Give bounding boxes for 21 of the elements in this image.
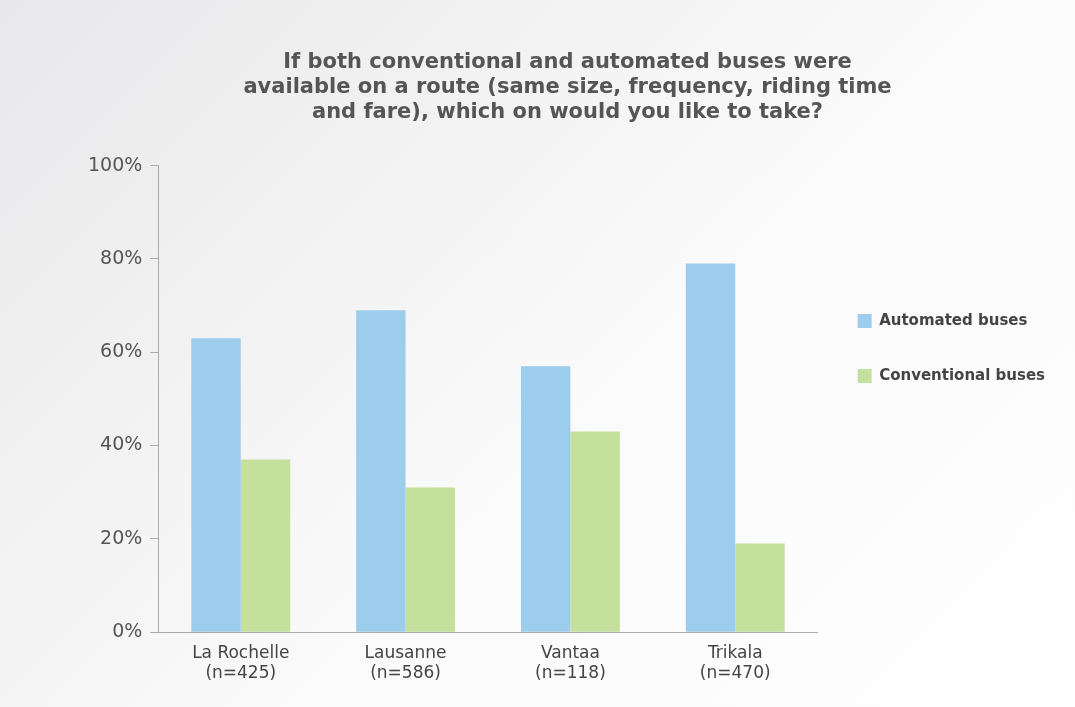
bar: [520, 366, 571, 632]
y-tick-label: 0%: [112, 619, 143, 642]
x-tick-label: La Rochelle (n=425): [192, 641, 290, 683]
x-tick-label: Trikala (n=470): [699, 641, 771, 683]
bar: [685, 263, 736, 632]
legend-label: Automated buses: [879, 310, 1028, 329]
y-tick-label: 40%: [100, 432, 143, 455]
bar: [570, 431, 620, 632]
y-tick-label: 100%: [87, 152, 143, 175]
bar: [240, 459, 291, 632]
bar: [735, 543, 785, 632]
bar: [405, 487, 456, 632]
bar: [191, 338, 241, 632]
y-tick-label: 20%: [100, 525, 143, 548]
bar: [356, 310, 406, 632]
chart-title: If both conventional and automated buses were available on a route (same size, frequency, riding time and fare), which on would you like to take?: [243, 49, 892, 124]
x-tick-label: Lausanne (n=586): [364, 641, 447, 683]
legend-label: Conventional buses: [879, 365, 1046, 384]
y-tick-label: 60%: [100, 339, 143, 362]
x-tick-label: Vantaa (n=118): [535, 641, 606, 683]
y-tick-label: 80%: [100, 245, 143, 268]
